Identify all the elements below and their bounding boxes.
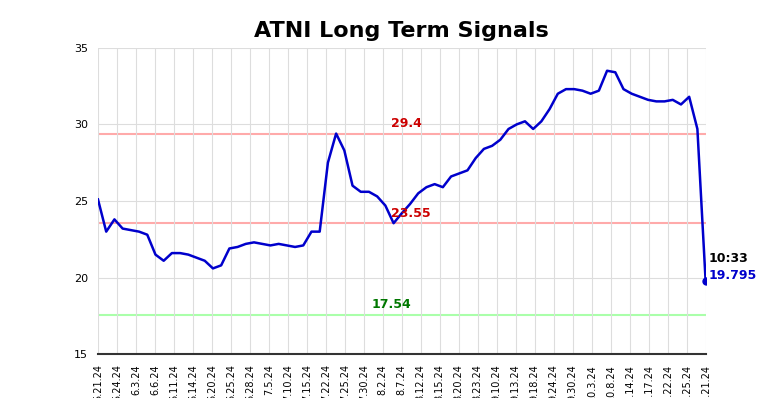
Text: 19.795: 19.795: [708, 269, 757, 282]
Text: 10:33: 10:33: [708, 252, 748, 265]
Text: 17.54: 17.54: [372, 298, 412, 310]
Title: ATNI Long Term Signals: ATNI Long Term Signals: [255, 21, 549, 41]
Text: 29.4: 29.4: [391, 117, 422, 131]
Text: 23.55: 23.55: [391, 207, 430, 220]
